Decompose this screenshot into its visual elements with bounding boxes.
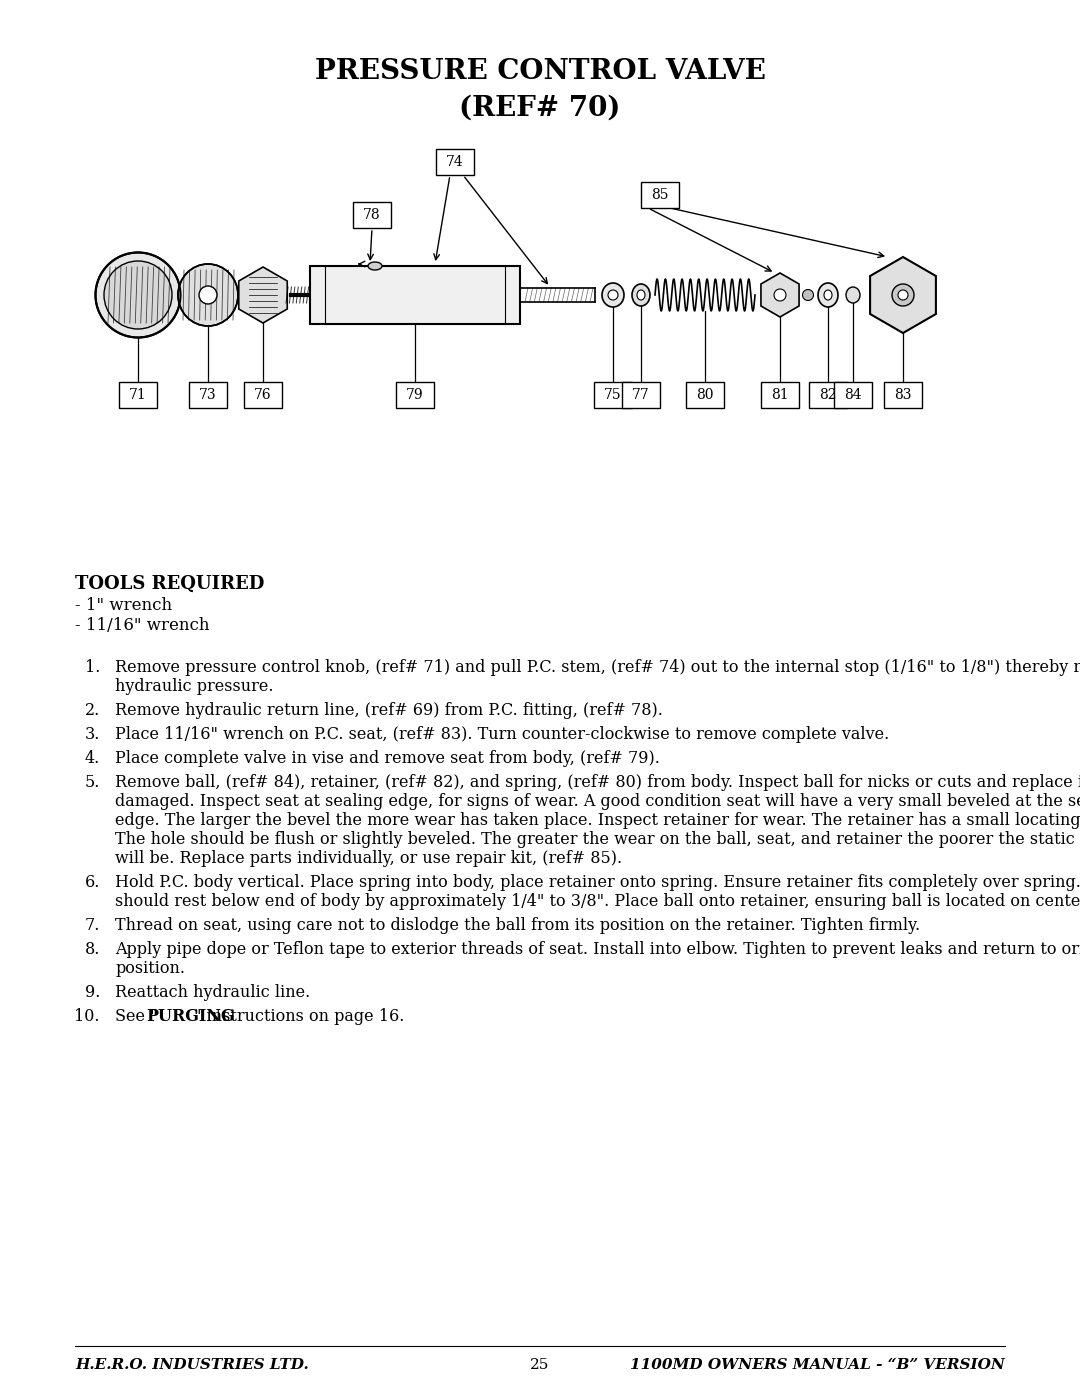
Ellipse shape (104, 261, 172, 330)
Text: 6.: 6. (84, 875, 100, 891)
Text: 84: 84 (845, 388, 862, 402)
Ellipse shape (632, 284, 650, 306)
Text: 78: 78 (363, 208, 381, 222)
Text: Reattach hydraulic line.: Reattach hydraulic line. (114, 983, 310, 1002)
Polygon shape (239, 267, 287, 323)
Text: 1100MD OWNERS MANUAL - “B” VERSION: 1100MD OWNERS MANUAL - “B” VERSION (630, 1358, 1005, 1372)
Text: 71: 71 (130, 388, 147, 402)
Text: will be. Replace parts individually, or use repair kit, (ref# 85).: will be. Replace parts individually, or … (114, 849, 622, 868)
Bar (622, 381, 660, 408)
Text: (REF# 70): (REF# 70) (459, 95, 621, 122)
Text: Remove hydraulic return line, (ref# 69) from P.C. fitting, (ref# 78).: Remove hydraulic return line, (ref# 69) … (114, 703, 663, 719)
Text: PURGING: PURGING (147, 1009, 235, 1025)
Ellipse shape (637, 291, 645, 300)
Text: 3.: 3. (84, 726, 100, 743)
Text: 79: 79 (406, 388, 423, 402)
Bar (189, 381, 227, 408)
Ellipse shape (602, 284, 624, 307)
Ellipse shape (178, 264, 238, 326)
Ellipse shape (608, 291, 618, 300)
Ellipse shape (824, 291, 832, 300)
Text: 25: 25 (530, 1358, 550, 1372)
Text: 85: 85 (651, 189, 669, 203)
Bar (834, 381, 872, 408)
Text: 73: 73 (199, 388, 217, 402)
Text: Thread on seat, using care not to dislodge the ball from its position on the ret: Thread on seat, using care not to dislod… (114, 916, 920, 935)
Ellipse shape (846, 286, 860, 303)
Ellipse shape (818, 284, 838, 307)
Bar (885, 381, 922, 408)
Text: Remove pressure control knob, (ref# 71) and pull P.C. stem, (ref# 74) out to the: Remove pressure control knob, (ref# 71) … (114, 659, 1080, 676)
Text: 10.: 10. (75, 1009, 100, 1025)
Bar (119, 381, 157, 408)
Ellipse shape (95, 253, 180, 338)
Text: 81: 81 (771, 388, 788, 402)
Text: 82: 82 (820, 388, 837, 402)
Text: 4.: 4. (84, 750, 100, 767)
Text: position.: position. (114, 960, 185, 977)
Text: edge. The larger the bevel the more wear has taken place. Inspect retainer for w: edge. The larger the bevel the more wear… (114, 812, 1080, 828)
Text: Hold P.C. body vertical. Place spring into body, place retainer onto spring. Ens: Hold P.C. body vertical. Place spring in… (114, 875, 1080, 891)
Text: 7.: 7. (84, 916, 100, 935)
Bar (594, 381, 632, 408)
Text: The hole should be flush or slightly beveled. The greater the wear on the ball, : The hole should be flush or slightly bev… (114, 831, 1080, 848)
Bar (396, 381, 434, 408)
Text: 1.: 1. (84, 659, 100, 676)
Text: 9.: 9. (84, 983, 100, 1002)
Text: H.E.R.O. INDUSTRIES LTD.: H.E.R.O. INDUSTRIES LTD. (75, 1358, 309, 1372)
Text: 8.: 8. (84, 942, 100, 958)
Ellipse shape (802, 289, 813, 300)
Text: Apply pipe dope or Teflon tape to exterior threads of seat. Install into elbow. : Apply pipe dope or Teflon tape to exteri… (114, 942, 1080, 958)
Text: 83: 83 (894, 388, 912, 402)
Text: - 1" wrench: - 1" wrench (75, 597, 172, 615)
Ellipse shape (368, 263, 382, 270)
Text: 74: 74 (446, 155, 464, 169)
Text: " instructions on page 16.: " instructions on page 16. (194, 1009, 405, 1025)
Text: - 11/16" wrench: - 11/16" wrench (75, 617, 210, 634)
Text: Place 11/16" wrench on P.C. seat, (ref# 83). Turn counter-clockwise to remove co: Place 11/16" wrench on P.C. seat, (ref# … (114, 726, 889, 743)
Ellipse shape (897, 291, 908, 300)
Bar (761, 381, 799, 408)
Text: See ": See " (114, 1009, 158, 1025)
Text: 5.: 5. (84, 774, 100, 791)
Text: TOOLS REQUIRED: TOOLS REQUIRED (75, 576, 265, 592)
Text: should rest below end of body by approximately 1/4" to 3/8". Place ball onto ret: should rest below end of body by approxi… (114, 893, 1080, 909)
Ellipse shape (892, 284, 914, 306)
Text: 75: 75 (604, 388, 622, 402)
Polygon shape (870, 257, 936, 332)
Text: 76: 76 (254, 388, 272, 402)
Text: 2.: 2. (84, 703, 100, 719)
Text: 80: 80 (697, 388, 714, 402)
Text: hydraulic pressure.: hydraulic pressure. (114, 678, 273, 694)
Text: 77: 77 (632, 388, 650, 402)
Bar (436, 149, 474, 175)
Ellipse shape (774, 289, 786, 300)
Polygon shape (761, 272, 799, 317)
Bar (310, 265, 519, 324)
Text: Remove ball, (ref# 84), retainer, (ref# 82), and spring, (ref# 80) from body. In: Remove ball, (ref# 84), retainer, (ref# … (114, 774, 1080, 791)
Bar (244, 381, 282, 408)
Bar (642, 182, 679, 208)
Text: PRESSURE CONTROL VALVE: PRESSURE CONTROL VALVE (314, 59, 766, 85)
Bar (686, 381, 724, 408)
Bar (809, 381, 847, 408)
Bar (353, 203, 391, 228)
Ellipse shape (199, 286, 217, 305)
Text: Place complete valve in vise and remove seat from body, (ref# 79).: Place complete valve in vise and remove … (114, 750, 660, 767)
Text: damaged. Inspect seat at sealing edge, for signs of wear. A good condition seat : damaged. Inspect seat at sealing edge, f… (114, 793, 1080, 810)
